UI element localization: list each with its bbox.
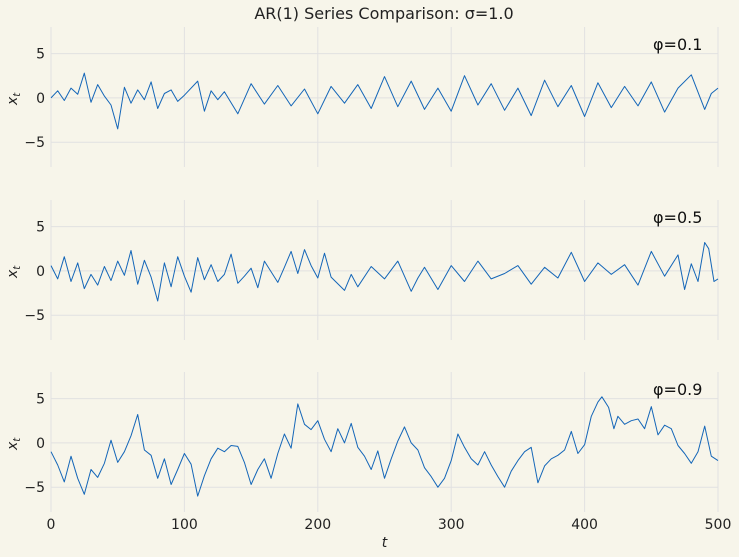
y-tick-label: 0 [36,436,45,452]
series-line [50,396,719,497]
x-tick-label: 500 [705,517,732,533]
x-tick-label: 400 [571,517,598,533]
panel-annotation: φ=0.5 [653,208,702,227]
panel-3: −5 0 5 xt φ=0.9 [5,372,719,512]
panel-2: −5 0 5 xt φ=0.5 [5,200,719,340]
series-line [50,72,719,130]
panel-annotation: φ=0.9 [653,380,702,399]
y-tick-label: 5 [36,392,45,408]
y-tick-label: −5 [24,480,45,496]
y-tick-label: 0 [36,91,45,107]
y-tick-label: 5 [36,220,45,236]
x-axis-label: t [382,535,388,551]
y-tick-label: 5 [36,47,45,63]
x-tick-label: 300 [438,517,465,533]
y-axis-label: xt [5,265,23,279]
y-tick-label: −5 [24,135,45,151]
y-axis-label: xt [5,92,23,106]
chart-title: AR(1) Series Comparison: σ=1.0 [254,4,513,23]
series-line [50,242,719,302]
y-axis-label: xt [5,437,23,451]
x-tick-label: 200 [304,517,331,533]
x-tick-label: 100 [171,517,198,533]
panel-1: −5 0 5 xt φ=0.1 [5,27,719,167]
panel-annotation: φ=0.1 [653,35,702,54]
y-tick-label: 0 [36,264,45,280]
y-tick-label: −5 [24,308,45,324]
x-tick-label: 0 [47,517,56,533]
